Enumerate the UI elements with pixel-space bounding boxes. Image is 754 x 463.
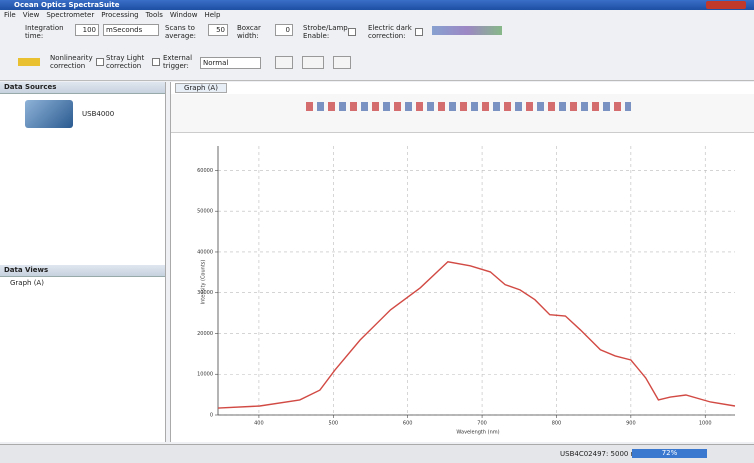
y-tick-label: 30000 xyxy=(197,290,213,296)
x-axis-label: Wavelength (nm) xyxy=(456,430,499,436)
x-tick-label: 700 xyxy=(477,421,487,427)
x-tick-label: 900 xyxy=(626,421,636,427)
chart: Intensity (Counts) Wavelength (nm) 0 1000… xyxy=(0,0,754,462)
app: Ocean Optics SpectraSuite FileViewSpectr… xyxy=(0,0,754,462)
y-axis-label: Intensity (Counts) xyxy=(201,260,207,305)
y-tick-label: 60000 xyxy=(197,168,213,174)
x-tick-label: 400 xyxy=(254,421,264,427)
x-tick-label: 500 xyxy=(329,421,339,427)
y-tick-label: 40000 xyxy=(197,249,213,255)
x-tick-label: 600 xyxy=(403,421,413,427)
x-tick-label: 1000 xyxy=(699,421,712,427)
plot-area xyxy=(218,146,735,415)
page: SpectraSuite {"window": {"title": "Ocean… xyxy=(0,0,754,462)
y-tick-label: 20000 xyxy=(197,331,213,337)
y-tick-label: 50000 xyxy=(197,209,213,215)
x-tick-label: 800 xyxy=(552,421,562,427)
y-tick-label: 0 xyxy=(210,413,213,419)
y-tick-label: 10000 xyxy=(197,372,213,378)
